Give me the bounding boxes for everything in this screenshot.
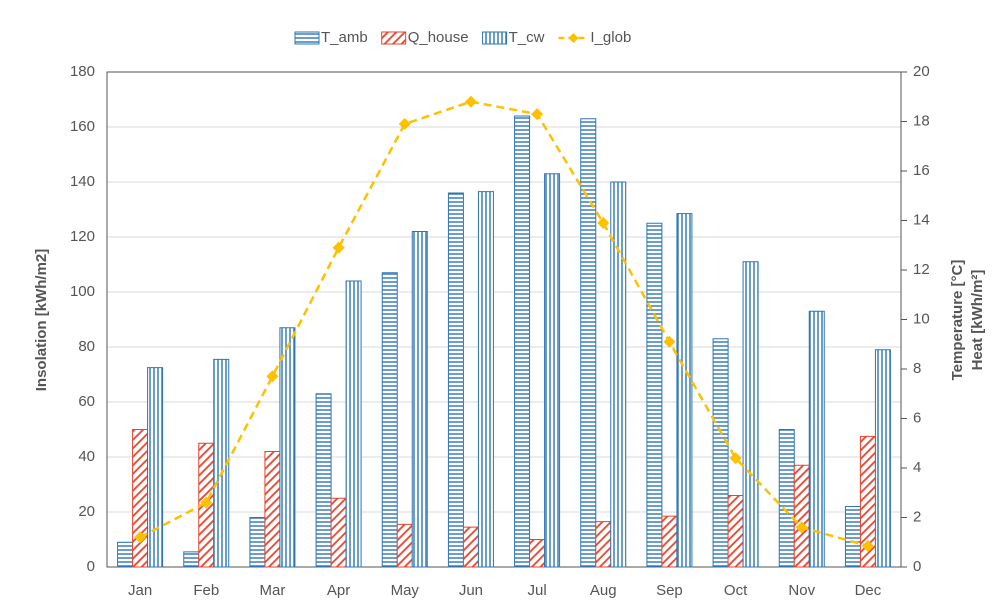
legend-swatch — [482, 31, 508, 45]
x-tick-label: Mar — [259, 582, 285, 599]
y-tick-label: 180 — [70, 63, 95, 80]
y2-axis-title: Temperature [°C] — [949, 260, 966, 381]
x-tick-label: Apr — [327, 582, 350, 599]
bar — [381, 272, 398, 568]
bar — [132, 429, 149, 568]
bar — [264, 451, 281, 568]
line-marker — [398, 117, 411, 130]
x-tick-label: Jun — [459, 582, 483, 599]
line-marker — [663, 335, 676, 348]
line-marker — [134, 531, 147, 544]
y-tick-label: 160 — [70, 118, 95, 135]
bar — [712, 338, 729, 568]
plot-frame — [106, 71, 902, 568]
line-marker — [795, 521, 808, 534]
bar — [610, 181, 627, 568]
bar — [279, 327, 296, 568]
x-tick-label: Feb — [193, 582, 219, 599]
y2-tick-label: 6 — [913, 409, 921, 426]
bar — [661, 515, 678, 568]
y2-axis-title: Heat [kWh/m²] — [969, 270, 986, 371]
bar — [676, 213, 693, 568]
bar — [742, 261, 759, 568]
bar — [396, 523, 413, 568]
y2-tick-label: 20 — [913, 63, 930, 80]
bar — [213, 358, 230, 568]
line-marker — [332, 241, 345, 254]
y-tick-label: 140 — [70, 173, 95, 190]
line-marker — [531, 108, 544, 121]
y2-tick-label: 10 — [913, 310, 930, 327]
legend-label: I_glob — [590, 29, 631, 46]
x-tick-label: Jul — [527, 582, 546, 599]
y2-tick-label: 0 — [913, 558, 921, 575]
y-tick-label: 0 — [87, 558, 95, 575]
bar — [808, 310, 825, 568]
y2-tick-label: 8 — [913, 360, 921, 377]
legend-swatch — [381, 31, 407, 45]
bar — [727, 495, 744, 568]
bar — [595, 521, 612, 568]
line-marker — [266, 370, 279, 383]
x-tick-label: May — [391, 582, 420, 599]
legend-label: T_amb — [321, 29, 368, 46]
bar — [330, 497, 347, 568]
bar — [117, 541, 134, 568]
x-tick-label: Sep — [656, 582, 683, 599]
y-tick-label: 60 — [78, 393, 95, 410]
bar — [778, 429, 795, 568]
y-tick-label: 100 — [70, 283, 95, 300]
y2-tick-label: 18 — [913, 112, 930, 129]
y2-tick-label: 2 — [913, 508, 921, 525]
legend-swatch — [294, 31, 320, 45]
bar — [646, 222, 663, 568]
x-tick-label: Aug — [590, 582, 617, 599]
bar — [580, 118, 597, 568]
legend-label: T_cw — [509, 29, 545, 46]
bar — [345, 280, 362, 568]
bar — [147, 367, 164, 568]
bar — [183, 551, 200, 568]
x-tick-label: Nov — [788, 582, 815, 599]
y2-tick-label: 16 — [913, 162, 930, 179]
line-marker — [597, 216, 610, 229]
y2-tick-label: 12 — [913, 261, 930, 278]
bar — [544, 173, 561, 568]
y2-tick-label: 4 — [913, 459, 921, 476]
legend-label: Q_house — [408, 29, 469, 46]
x-tick-label: Jan — [128, 582, 152, 599]
bar — [529, 539, 546, 568]
line-marker — [861, 539, 874, 552]
bar — [462, 526, 479, 568]
bar — [514, 115, 531, 568]
y-tick-label: 40 — [78, 448, 95, 465]
bar — [844, 506, 861, 568]
y-tick-label: 80 — [78, 338, 95, 355]
y2-tick-label: 14 — [913, 211, 930, 228]
bar — [249, 517, 266, 568]
x-tick-label: Oct — [724, 582, 748, 599]
bar — [793, 464, 810, 568]
y-axis-title: Insolation [kWh/m2] — [33, 249, 50, 392]
bar — [874, 349, 891, 568]
y-tick-label: 20 — [78, 503, 95, 520]
line — [139, 100, 869, 548]
bar — [477, 191, 494, 568]
bar — [315, 393, 332, 568]
line-marker — [729, 452, 742, 465]
legend-swatch — [568, 33, 579, 43]
bar — [411, 231, 428, 568]
line-marker — [200, 496, 213, 509]
bar — [447, 192, 464, 568]
line-marker — [464, 95, 477, 108]
x-tick-label: Dec — [855, 582, 882, 599]
y-tick-label: 120 — [70, 228, 95, 245]
